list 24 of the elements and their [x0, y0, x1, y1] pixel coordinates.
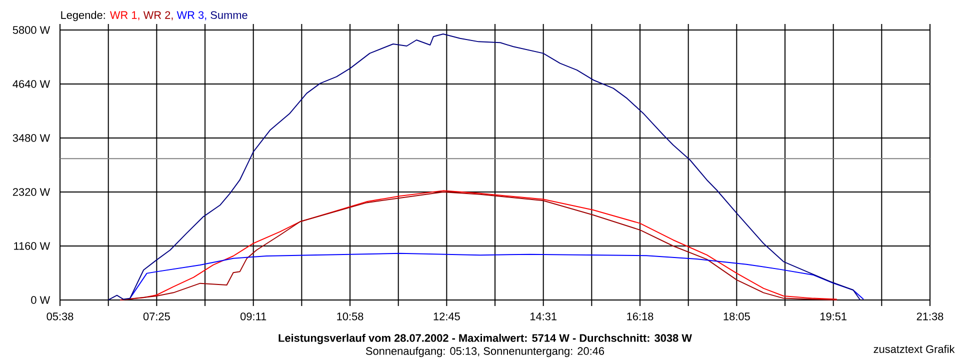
y-tick-label: 5800 W [12, 26, 50, 34]
x-tick-label: 14:31 [530, 312, 556, 320]
text: WR 1, [110, 11, 140, 20]
x-tick-label: 21:38 [916, 312, 944, 320]
text: WR 2, [143, 11, 173, 20]
y-tick-label: 2320 W [12, 188, 50, 196]
y-tick-label: 1160 W [14, 242, 50, 250]
text: Leistungsverlauf vom 28.07.2002 - Maximalwert: 5714 W - Durchschnitt: 3038 W [278, 334, 692, 344]
x-tick-label: 18:05 [724, 312, 750, 320]
x-tick-label: 19:51 [820, 312, 846, 320]
y-tick-label: 3480 W [12, 134, 50, 142]
x-tick-label: 10:58 [337, 312, 364, 320]
x-tick-label: 09:11 [240, 312, 266, 320]
x-tick-label: 05:38 [46, 312, 74, 320]
x-tick-label: 12:45 [434, 312, 460, 320]
text: WR 3, [176, 11, 206, 20]
text: zusatztext Grafik [874, 344, 955, 353]
x-tick-label: 16:18 [627, 312, 654, 320]
y-tick-label: 0 W [31, 296, 50, 304]
text: Summe [210, 11, 248, 19]
legend-title: Legende: [61, 10, 105, 22]
x-tick-label: 07:25 [143, 312, 170, 320]
text: Sonnenaufgang: 05:13, Sonnenuntergang: 20:46 [366, 346, 604, 358]
y-tick-label: 4640 W [12, 80, 50, 88]
